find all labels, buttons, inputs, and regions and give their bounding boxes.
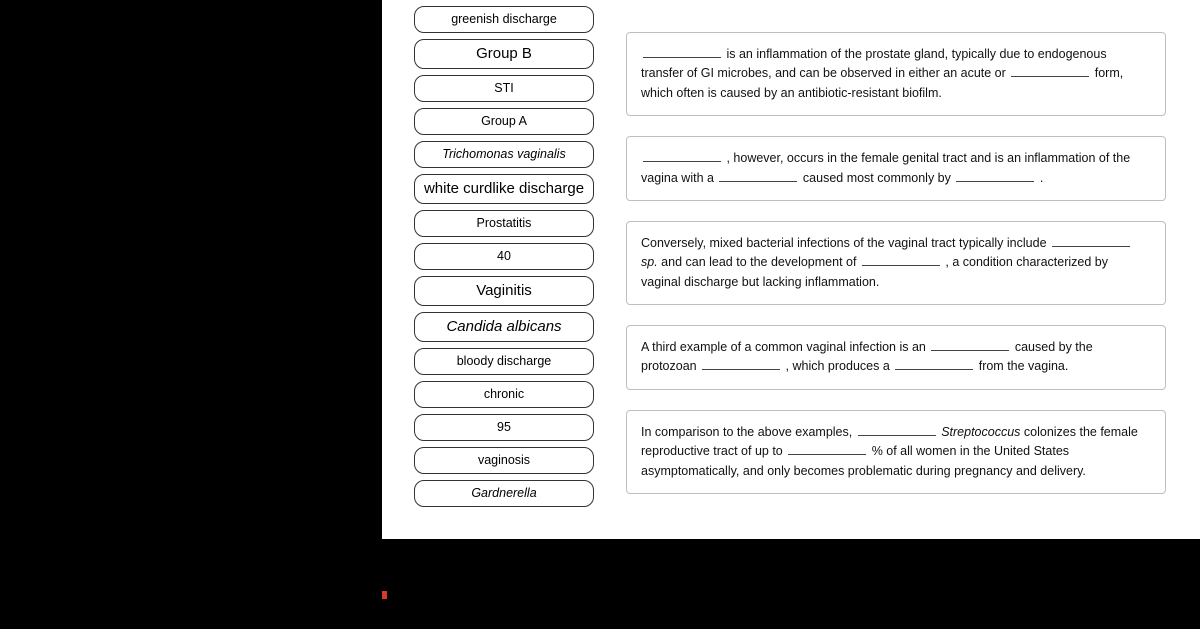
para-text: Conversely, mixed bacterial infections o… [641,236,1050,250]
para-text: from the vagina. [975,359,1068,373]
para-text-italic: sp. [641,255,658,269]
worksheet-page: greenish discharge Group B STI Group A T… [382,0,1200,539]
term-label: white curdlike discharge [424,180,584,197]
blank-slot[interactable] [858,425,936,436]
paragraph-card: In comparison to the above examples, Str… [626,410,1166,494]
paragraph-card: is an inflammation of the prostate gland… [626,32,1166,116]
term-chip[interactable]: Trichomonas vaginalis [414,141,594,168]
paragraph-card: , however, occurs in the female genital … [626,136,1166,201]
blank-slot[interactable] [719,170,797,181]
term-label: Trichomonas vaginalis [442,147,565,161]
term-label: Gardnerella [471,486,536,500]
term-label: Group A [481,114,527,128]
term-chip[interactable]: Prostatitis [414,210,594,237]
blank-slot[interactable] [862,255,940,266]
progress-marker [382,591,387,599]
term-label: 40 [497,249,511,263]
term-label: vaginosis [478,453,530,467]
para-text: In comparison to the above examples, [641,425,856,439]
term-label: bloody discharge [457,354,552,368]
blank-slot[interactable] [702,359,780,370]
term-chip[interactable]: Group A [414,108,594,135]
term-chip[interactable]: 40 [414,243,594,270]
term-chip[interactable]: white curdlike discharge [414,174,594,204]
term-chip[interactable]: chronic [414,381,594,408]
term-label: Vaginitis [476,282,532,299]
term-chip[interactable]: Group B [414,39,594,69]
para-text: , which produces a [782,359,893,373]
term-chip[interactable]: STI [414,75,594,102]
blank-slot[interactable] [956,170,1034,181]
term-label: 95 [497,420,511,434]
para-text: . [1036,171,1043,185]
paragraph-card: Conversely, mixed bacterial infections o… [626,221,1166,305]
term-label: chronic [484,387,524,401]
para-text: A third example of a common vaginal infe… [641,340,929,354]
term-bank: greenish discharge Group B STI Group A T… [414,6,594,507]
blank-slot[interactable] [1052,236,1130,247]
para-text: and can lead to the development of [658,255,860,269]
term-chip[interactable]: bloody discharge [414,348,594,375]
blank-slot[interactable] [895,359,973,370]
term-chip[interactable]: 95 [414,414,594,441]
blank-slot[interactable] [643,151,721,162]
para-text: caused most commonly by [799,171,954,185]
term-chip[interactable]: vaginosis [414,447,594,474]
term-label: Group B [476,45,532,62]
paragraphs-column: is an inflammation of the prostate gland… [626,32,1166,494]
blank-slot[interactable] [788,444,866,455]
para-text-italic: Streptococcus [941,425,1020,439]
term-chip[interactable]: greenish discharge [414,6,594,33]
term-chip[interactable]: Vaginitis [414,276,594,306]
paragraph-card: A third example of a common vaginal infe… [626,325,1166,390]
blank-slot[interactable] [1011,66,1089,77]
term-chip[interactable]: Gardnerella [414,480,594,507]
term-chip[interactable]: Candida albicans [414,312,594,342]
term-label: Candida albicans [446,318,561,335]
blank-slot[interactable] [643,47,721,58]
blank-slot[interactable] [931,340,1009,351]
term-label: STI [494,81,513,95]
term-label: greenish discharge [451,12,557,26]
term-label: Prostatitis [477,216,532,230]
